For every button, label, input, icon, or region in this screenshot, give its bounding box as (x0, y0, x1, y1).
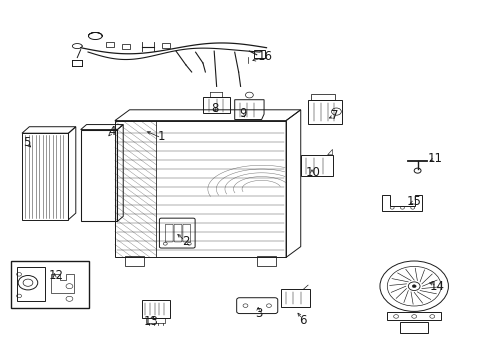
Circle shape (407, 282, 419, 291)
Text: 5: 5 (23, 136, 31, 149)
Text: 7: 7 (330, 109, 338, 122)
Text: 2: 2 (182, 235, 189, 248)
Text: 15: 15 (406, 195, 421, 208)
Text: 9: 9 (239, 107, 246, 120)
Text: 1: 1 (157, 130, 165, 143)
Text: 6: 6 (299, 314, 306, 327)
Bar (122, 44, 130, 49)
Bar (106, 42, 114, 47)
Text: 14: 14 (429, 280, 444, 293)
Text: 3: 3 (255, 307, 263, 320)
Text: 12: 12 (49, 269, 63, 282)
Text: 16: 16 (258, 50, 272, 63)
Bar (11, 261, 89, 308)
Text: 4: 4 (108, 125, 116, 138)
Bar (162, 43, 170, 48)
Bar (254, 50, 264, 58)
Text: 8: 8 (211, 102, 219, 114)
Text: 10: 10 (305, 166, 320, 179)
Text: 13: 13 (144, 315, 159, 328)
Circle shape (411, 285, 415, 288)
Text: 11: 11 (427, 152, 442, 165)
